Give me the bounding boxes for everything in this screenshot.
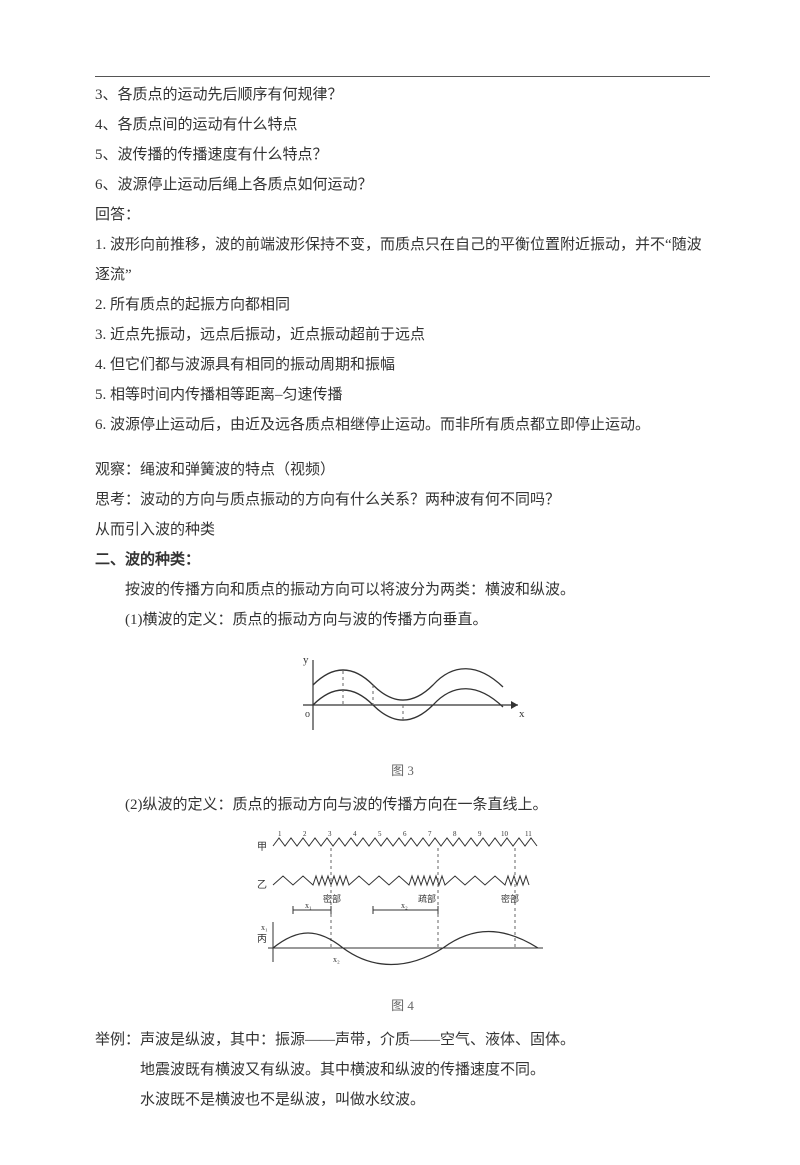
answer-2: 2. 所有质点的起振方向都相同 — [95, 290, 710, 320]
svg-text:7: 7 — [428, 830, 432, 838]
svg-text:2: 2 — [303, 830, 307, 838]
svg-text:乙: 乙 — [257, 879, 267, 891]
svg-text:8: 8 — [453, 830, 457, 838]
svg-text:11: 11 — [525, 830, 532, 838]
svg-text:10: 10 — [501, 830, 509, 838]
section-2-intro: 按波的传播方向和质点的振动方向可以将波分为两类：横波和纵波。 — [95, 575, 710, 605]
answer-6: 6. 波源停止运动后，由近及远各质点相继停止运动。而非所有质点都立即停止运动。 — [95, 410, 710, 440]
svg-text:5: 5 — [378, 830, 382, 838]
sparse-label-1: 疏部 — [418, 893, 436, 904]
y-axis-label: y — [303, 654, 309, 666]
svg-text:甲: 甲 — [257, 842, 267, 853]
question-5: 5、波传播的传播速度有什么特点？ — [95, 140, 710, 170]
dense-label-2: 密部 — [501, 893, 519, 904]
svg-text:4: 4 — [353, 830, 357, 838]
figure-4: 甲 1 2 3 4 5 6 7 8 9 10 11 乙 密部 疏部 密部 — [95, 830, 710, 980]
answer-4: 4. 但它们都与波源具有相同的振动周期和振幅 — [95, 350, 710, 380]
svg-text:1: 1 — [278, 830, 282, 838]
dense-label-1: 密部 — [323, 893, 341, 904]
answer-3: 3. 近点先振动，远点后振动，近点振动超前于远点 — [95, 320, 710, 350]
figure-4-svg: 甲 1 2 3 4 5 6 7 8 9 10 11 乙 密部 疏部 密部 — [243, 830, 563, 980]
figure-3: y x o — [95, 645, 710, 745]
def-transverse: (1)横波的定义：质点的振动方向与波的传播方向垂直。 — [95, 605, 710, 635]
observe-1: 观察：绳波和弹簧波的特点（视频） — [95, 455, 710, 485]
answer-5: 5. 相等时间内传播相等距离–匀速传播 — [95, 380, 710, 410]
example-3: 水波既不是横波也不是纵波，叫做水纹波。 — [95, 1085, 710, 1115]
answer-1b: 逐流” — [95, 260, 710, 290]
svg-text:x₁: x₁ — [305, 901, 312, 910]
spacer — [95, 440, 710, 455]
observe-2: 思考：波动的方向与质点振动的方向有什么关系？两种波有何不同吗？ — [95, 485, 710, 515]
figure-3-caption: 图 3 — [95, 758, 710, 784]
svg-text:6: 6 — [403, 830, 407, 838]
header-rule — [95, 76, 710, 77]
section-2-heading: 二、波的种类： — [95, 545, 710, 575]
svg-text:x₁: x₁ — [261, 923, 268, 932]
def-longitudinal: (2)纵波的定义：质点的振动方向与波的传播方向在一条直线上。 — [95, 790, 710, 820]
observe-3: 从而引入波的种类 — [95, 515, 710, 545]
figure-4-caption: 图 4 — [95, 993, 710, 1019]
svg-text:x₂: x₂ — [401, 901, 408, 910]
example-2: 地震波既有横波又有纵波。其中横波和纵波的传播速度不同。 — [95, 1055, 710, 1085]
x-axis-label: x — [519, 708, 525, 720]
svg-text:x₂: x₂ — [333, 955, 340, 964]
svg-text:3: 3 — [328, 830, 332, 838]
document-page: 3、各质点的运动先后顺序有何规律？ 4、各质点间的运动有什么特点 5、波传播的传… — [0, 0, 800, 1165]
question-6: 6、波源停止运动后绳上各质点如何运动？ — [95, 170, 710, 200]
svg-text:9: 9 — [478, 830, 482, 838]
question-3: 3、各质点的运动先后顺序有何规律？ — [95, 80, 710, 110]
svg-text:丙: 丙 — [257, 934, 267, 945]
figure-3-svg: y x o — [273, 645, 533, 745]
answers-label: 回答： — [95, 200, 710, 230]
answer-1a: 1. 波形向前推移，波的前端波形保持不变，而质点只在自己的平衡位置附近振动，并不… — [95, 230, 710, 260]
example-1: 举例：声波是纵波，其中：振源——声带，介质——空气、液体、固体。 — [95, 1025, 710, 1055]
svg-text:o: o — [305, 709, 310, 720]
question-4: 4、各质点间的运动有什么特点 — [95, 110, 710, 140]
